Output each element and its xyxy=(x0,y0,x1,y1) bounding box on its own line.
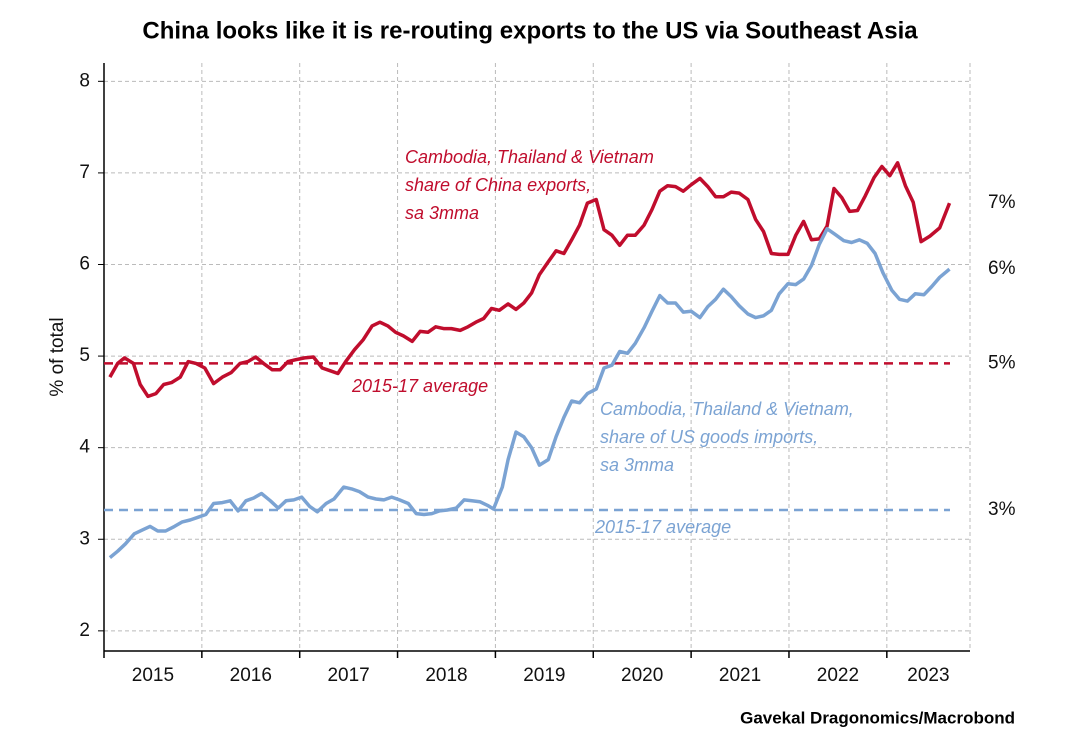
series-line xyxy=(108,161,952,399)
series-line xyxy=(108,227,951,559)
end-label: 7% xyxy=(988,192,1016,213)
x-tick-label: 2015 xyxy=(132,665,174,686)
y-axis-label: % of total xyxy=(47,317,68,396)
x-tick-label: 2018 xyxy=(425,665,467,686)
x-tick-label: 2016 xyxy=(230,665,272,686)
x-tick-label: 2021 xyxy=(719,665,761,686)
series-label: Cambodia, Thailand & Vietnam xyxy=(405,147,654,167)
series-label: sa 3mma xyxy=(600,455,674,475)
y-tick-label: 3 xyxy=(79,528,90,549)
y-tick-label: 7 xyxy=(79,162,90,183)
chart-title: China looks like it is re-routing export… xyxy=(142,17,918,44)
reference-value-label: 3% xyxy=(988,499,1016,520)
reference-value-label: 5% xyxy=(988,352,1016,373)
end-label: 6% xyxy=(988,258,1016,279)
x-tick-label: 2022 xyxy=(817,665,859,686)
series-label: Cambodia, Thailand & Vietnam, xyxy=(600,399,854,419)
series-label: sa 3mma xyxy=(405,203,479,223)
series-label: share of US goods imports, xyxy=(600,427,818,447)
x-tick-label: 2020 xyxy=(621,665,663,686)
x-tick-label: 2017 xyxy=(327,665,369,686)
series-label: share of China exports, xyxy=(405,175,591,195)
y-tick-label: 8 xyxy=(79,70,90,91)
y-tick-label: 4 xyxy=(79,437,90,458)
reference-label: 2015-17 average xyxy=(351,376,488,396)
source: Gavekal Dragonomics/Macrobond xyxy=(740,708,1015,727)
x-tick-label: 2023 xyxy=(907,665,949,686)
x-tick-label: 2019 xyxy=(523,665,565,686)
y-tick-label: 6 xyxy=(79,254,90,275)
y-tick-label: 5 xyxy=(79,345,90,366)
y-tick-label: 2 xyxy=(79,620,90,641)
reference-label: 2015-17 average xyxy=(594,517,731,537)
